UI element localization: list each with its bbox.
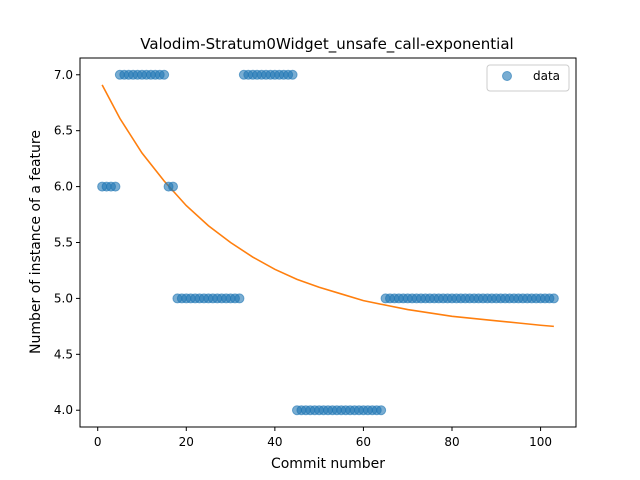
y-tick-label: 4.5	[54, 347, 73, 361]
x-tick-label: 80	[444, 435, 459, 449]
data-point	[234, 293, 245, 304]
data-point	[376, 405, 387, 416]
legend: data	[486, 64, 570, 92]
fit-line-layer	[101, 84, 554, 328]
data-point	[548, 293, 559, 304]
x-tick-label: 40	[267, 435, 282, 449]
x-tick-label: 20	[179, 435, 194, 449]
legend-marker-data	[502, 71, 512, 81]
y-axis-label: Number of instance of a feature	[28, 130, 44, 354]
data-point	[287, 69, 298, 80]
x-axis-label: Commit number	[271, 456, 385, 472]
legend-label-data: data	[533, 69, 560, 83]
y-tick-label: 5.5	[54, 236, 73, 250]
chart-title: Valodim-Stratum0Widget_unsafe_call-expon…	[140, 35, 513, 54]
data-point	[168, 181, 178, 192]
scatter-layer	[97, 69, 559, 416]
x-axis-ticks: 0 20 40 60 80 100	[94, 427, 552, 449]
x-tick-label: 60	[356, 435, 371, 449]
x-tick-label: 0	[94, 435, 102, 449]
y-tick-label: 4.0	[54, 403, 73, 417]
y-tick-label: 6.5	[54, 124, 73, 138]
data-point	[110, 181, 121, 192]
y-tick-label: 6.0	[54, 180, 73, 194]
data-point	[159, 69, 170, 80]
plot-frame	[79, 57, 577, 428]
y-tick-label: 5.0	[54, 291, 73, 305]
y-axis-ticks: 4.0 4.5 5.0 5.5 6.0 6.5 7.0	[54, 68, 80, 417]
plot-area	[97, 69, 559, 416]
y-tick-label: 7.0	[54, 68, 73, 82]
fit-curve-line	[101, 84, 554, 328]
x-tick-label: 100	[529, 435, 552, 449]
